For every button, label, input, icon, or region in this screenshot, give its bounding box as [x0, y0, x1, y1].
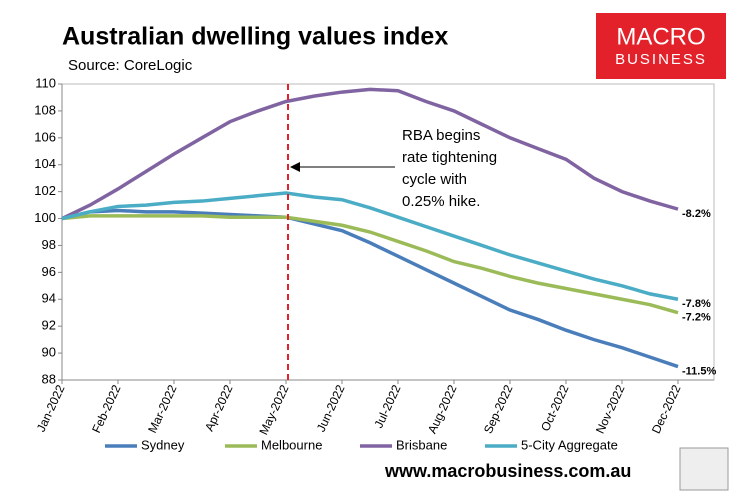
y-tick-label: 88 — [42, 371, 56, 386]
logo-text: MACRO — [616, 23, 705, 50]
y-tick-label: 106 — [34, 129, 56, 144]
footer: www.macrobusiness.com.au — [384, 461, 631, 481]
line — [61, 191, 679, 301]
legend-label: Melbourne — [261, 437, 322, 452]
end-label: -7.8% — [682, 298, 711, 310]
logo-text: BUSINESS — [615, 51, 707, 68]
line — [61, 214, 679, 315]
y-tick-label: 94 — [42, 291, 56, 306]
y-tick-label: 102 — [34, 183, 56, 198]
legend-label: Sydney — [141, 437, 185, 452]
end-label: -8.2% — [682, 208, 711, 220]
chart-title: Australian dwelling values index — [62, 23, 448, 51]
y-tick-label: 98 — [42, 237, 56, 252]
arrow-head — [290, 162, 300, 172]
y-tick-label: 110 — [35, 75, 56, 90]
legend-label: 5-City Aggregate — [521, 437, 618, 452]
line — [61, 87, 679, 221]
chart-subtitle: Source: CoreLogic — [68, 57, 193, 74]
annotation: 0.25% hike. — [402, 193, 480, 210]
y-tick-label: 92 — [42, 318, 56, 333]
y-tick-label: 104 — [34, 156, 56, 171]
y-tick-label: 100 — [34, 210, 56, 225]
logo-box — [596, 13, 726, 79]
annotation: rate tightening — [402, 149, 497, 166]
annotation: RBA begins — [402, 127, 480, 144]
y-tick-label: 90 — [42, 345, 56, 360]
legend-label: Brisbane — [396, 437, 447, 452]
end-label: -11.5% — [682, 365, 716, 377]
logo-icon — [679, 447, 729, 491]
y-tick-label: 108 — [34, 102, 56, 117]
end-label: -7.2% — [682, 312, 711, 324]
line — [61, 208, 679, 369]
annotation: cycle with — [402, 171, 467, 188]
y-tick-label: 96 — [42, 264, 56, 279]
